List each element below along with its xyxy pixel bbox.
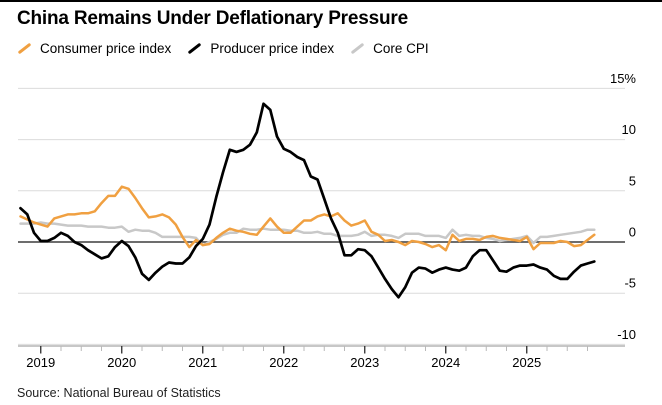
ppi-line [19,102,596,299]
y-axis-tick-label: 5 [629,173,636,188]
x-axis-tick-label: 2021 [188,355,217,370]
source-note: Source: National Bureau of Statistics [17,386,221,400]
x-axis-tick-label: 2025 [512,355,541,370]
legend-item-consumer-price-index: Consumer price index [17,41,171,56]
cpi-line [19,185,596,252]
x-axis-tick-label: 2024 [431,355,460,370]
legend-item-core-cpi: Core CPI [350,41,429,56]
legend-label: Consumer price index [40,41,172,56]
y-axis-tick-label: -5 [624,276,636,291]
y-axis-tick-label: 10 [622,122,636,137]
core-cpi-line [19,221,596,247]
legend: Consumer price index Producer price inde… [17,41,429,56]
x-axis-tick-label: 2023 [350,355,379,370]
x-axis-tick-label: 2020 [107,355,136,370]
y-axis-tick-label: -10 [617,327,636,342]
legend-label: Producer price index [210,41,335,56]
legend-item-producer-price-index: Producer price index [187,41,334,56]
legend-label: Core CPI [373,41,429,56]
x-axis-tick-label: 2019 [26,355,55,370]
y-axis-tick-label: 0 [629,225,636,240]
x-axis-tick-label: 2022 [269,355,298,370]
y-axis-tick-label: 15% [610,71,636,86]
chart-title: China Remains Under Deflationary Pressur… [17,8,408,29]
